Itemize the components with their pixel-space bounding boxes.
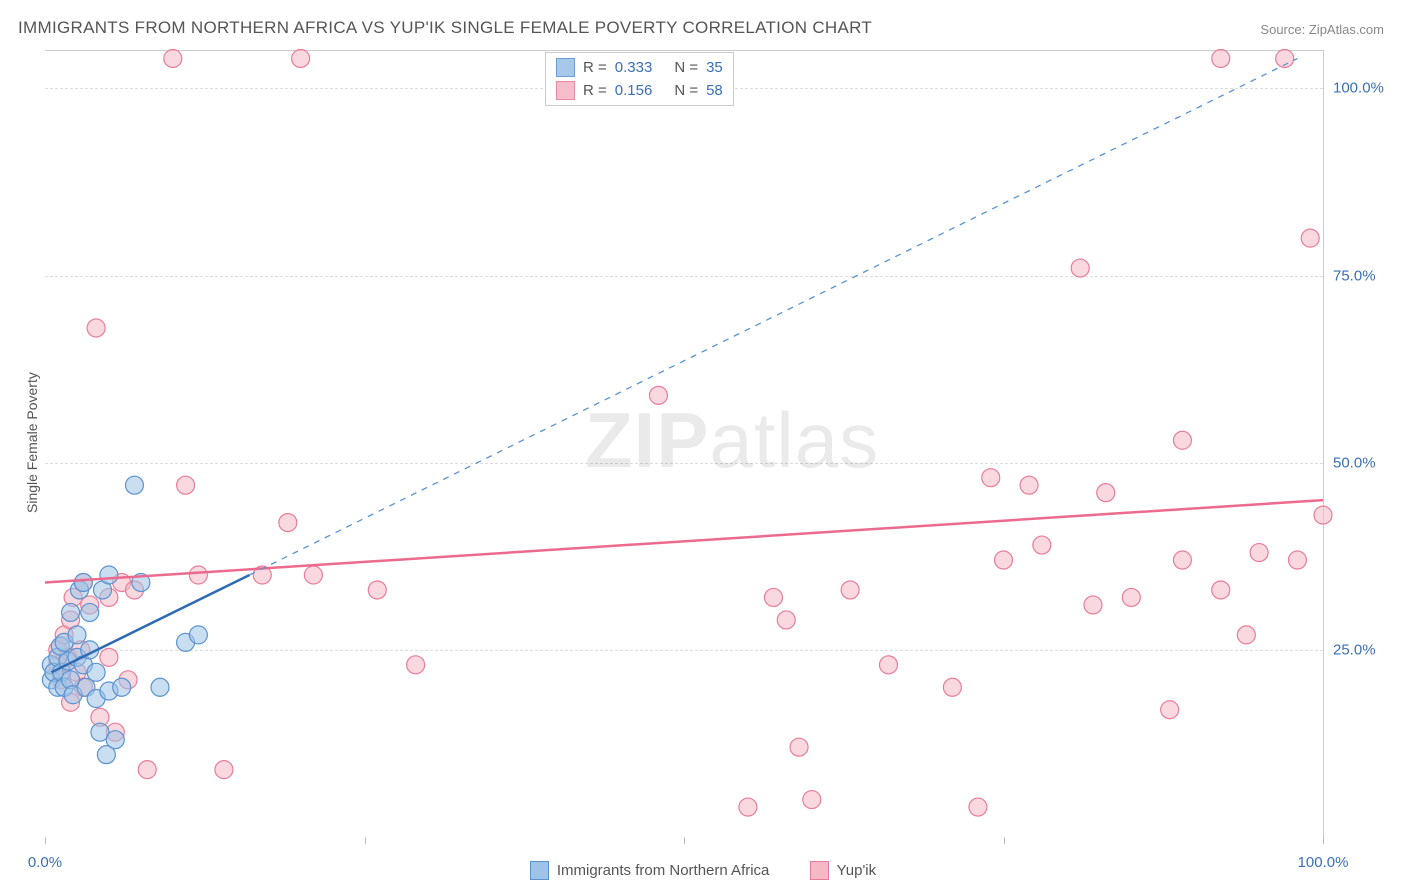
data-point [87, 319, 105, 337]
data-point [1173, 551, 1191, 569]
data-point [279, 514, 297, 532]
data-point [177, 476, 195, 494]
data-point [81, 603, 99, 621]
y-axis-title: Single Female Poverty [24, 372, 40, 513]
y-tick-label: 100.0% [1333, 80, 1393, 97]
data-point [304, 566, 322, 584]
y-tick-label: 75.0% [1333, 267, 1393, 284]
data-point [841, 581, 859, 599]
data-point [777, 611, 795, 629]
legend-r-label: R = [583, 59, 607, 76]
legend-row: R = 0.333 N = 35 [556, 56, 723, 79]
data-point [969, 798, 987, 816]
data-point [1173, 431, 1191, 449]
data-point [1071, 259, 1089, 277]
data-point [74, 573, 92, 591]
chart-svg-layer [45, 51, 1323, 837]
data-point [62, 603, 80, 621]
source-attribution: Source: ZipAtlas.com [1260, 22, 1384, 37]
legend-n-label: N = [674, 59, 698, 76]
data-point [790, 738, 808, 756]
data-point [100, 566, 118, 584]
data-point [803, 791, 821, 809]
data-point [1212, 49, 1230, 67]
series-legend: Immigrants from Northern Africa Yup'ik [0, 861, 1406, 884]
data-point [106, 731, 124, 749]
x-tick [1323, 837, 1324, 844]
legend-item-series-a: Immigrants from Northern Africa [530, 861, 770, 880]
data-point [1237, 626, 1255, 644]
legend-label: Immigrants from Northern Africa [557, 862, 770, 879]
legend-r-value: 0.156 [615, 82, 653, 99]
legend-row: R = 0.156 N = 58 [556, 79, 723, 102]
legend-swatch-icon [530, 861, 549, 880]
data-point [1084, 596, 1102, 614]
data-point [1288, 551, 1306, 569]
data-point [407, 656, 425, 674]
source-label: Source: [1260, 22, 1305, 37]
data-point [68, 626, 86, 644]
data-point [292, 49, 310, 67]
data-point [879, 656, 897, 674]
data-point [164, 49, 182, 67]
data-point [1020, 476, 1038, 494]
legend-n-label: N = [674, 82, 698, 99]
data-point [125, 476, 143, 494]
source-value: ZipAtlas.com [1309, 22, 1384, 37]
data-point [1122, 588, 1140, 606]
data-point [1314, 506, 1332, 524]
data-point [189, 566, 207, 584]
x-tick [365, 837, 366, 844]
legend-swatch-icon [556, 58, 575, 77]
data-point [113, 678, 131, 696]
data-point [982, 469, 1000, 487]
legend-r-label: R = [583, 82, 607, 99]
data-point [1212, 581, 1230, 599]
legend-label: Yup'ik [837, 862, 877, 879]
data-point [189, 626, 207, 644]
data-point [100, 648, 118, 666]
data-point [151, 678, 169, 696]
data-point [1097, 484, 1115, 502]
legend-r-value: 0.333 [615, 59, 653, 76]
legend-swatch-icon [556, 81, 575, 100]
legend-n-value: 58 [706, 82, 723, 99]
data-point [1250, 544, 1268, 562]
data-point [649, 386, 667, 404]
data-point [215, 761, 233, 779]
correlation-legend: R = 0.333 N = 35 R = 0.156 N = 58 [545, 52, 734, 106]
chart-plot-area: 25.0%50.0%75.0%100.0%0.0%100.0% [45, 50, 1324, 837]
data-point [1033, 536, 1051, 554]
data-point [368, 581, 386, 599]
x-tick [45, 837, 46, 844]
trend-line [45, 500, 1323, 582]
chart-title: IMMIGRANTS FROM NORTHERN AFRICA VS YUP'I… [18, 18, 872, 38]
legend-n-value: 35 [706, 59, 723, 76]
x-tick [1004, 837, 1005, 844]
data-point [1161, 701, 1179, 719]
legend-swatch-icon [810, 861, 829, 880]
data-point [995, 551, 1013, 569]
data-point [943, 678, 961, 696]
trend-line [249, 58, 1297, 575]
y-tick-label: 50.0% [1333, 454, 1393, 471]
data-point [138, 761, 156, 779]
data-point [764, 588, 782, 606]
x-tick [684, 837, 685, 844]
data-point [1301, 229, 1319, 247]
data-point [87, 663, 105, 681]
y-tick-label: 25.0% [1333, 641, 1393, 658]
legend-item-series-b: Yup'ik [810, 861, 877, 880]
data-point [739, 798, 757, 816]
